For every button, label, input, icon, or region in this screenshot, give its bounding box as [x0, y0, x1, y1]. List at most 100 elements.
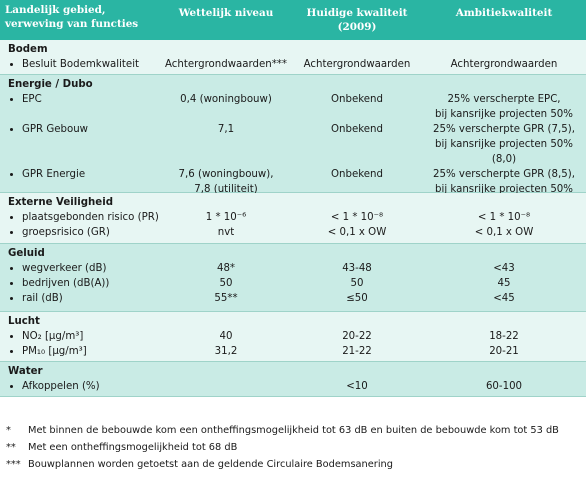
footnotes: * Met binnen de bebouwde kom een ontheffi…: [0, 422, 586, 473]
value-line: 0,4 (woningbouw): [180, 94, 272, 105]
section-divider: [0, 74, 586, 75]
legal-level-value: 40: [160, 329, 292, 344]
bullet-icon: [10, 282, 13, 285]
bullet-icon: [10, 128, 13, 131]
table-row: Besluit Bodemkwaliteit Achtergrondwaarden…: [0, 57, 586, 72]
current-quality-value: 43-48: [292, 261, 422, 276]
value-line: nvt: [217, 227, 235, 238]
row-label: rail (dB): [0, 291, 160, 306]
value-line: Onbekend: [331, 94, 383, 105]
bullet-icon: [10, 350, 13, 353]
section-divider: [0, 361, 586, 362]
value-line: <45: [493, 293, 515, 304]
section-title: Bodem: [8, 44, 48, 55]
legal-level-value: 7,1: [160, 122, 292, 167]
current-quality-value: 21-22: [292, 344, 422, 359]
value-line: 21-22: [342, 346, 372, 357]
row-label: PM₁₀ [µg/m³]: [0, 344, 160, 359]
value-line: Achtergrondwaarden***: [164, 59, 287, 70]
current-quality-value: Onbekend: [292, 92, 422, 122]
value-line: 25% verscherpte GPR (8,5),: [433, 169, 575, 180]
bullet-icon: [10, 216, 13, 219]
section-divider: [0, 243, 586, 244]
value-line: <43: [493, 263, 515, 274]
value-line: 48*: [216, 263, 236, 274]
value-line: Achtergrondwaarden: [303, 59, 411, 70]
footnote-mark: **: [6, 442, 16, 453]
row-label: GPR Energie: [0, 167, 160, 212]
row-label-text: NO₂ [µg/m³]: [22, 331, 84, 342]
footnote-mark: ***: [6, 459, 21, 470]
table-row: bedrijven (dB(A)) 50 50 45: [0, 276, 586, 291]
ambition-quality-value: 25% verscherpte EPC, bij kansrijke projec…: [422, 92, 586, 122]
section-water: Water Afkoppelen (%) <10 60-100: [0, 362, 586, 396]
ambition-quality-value: <45: [422, 291, 586, 306]
section-divider: [0, 396, 586, 397]
table-row: GPR Gebouw 7,1 Onbekend 25% verscherpte GPR…: [0, 122, 586, 167]
current-quality-value: 50: [292, 276, 422, 291]
section-externe-veiligheid: Externe Veiligheid plaatsgebonden risico …: [0, 193, 586, 243]
bullet-icon: [10, 297, 13, 300]
value-line: Onbekend: [331, 169, 383, 180]
legal-level-value: 48*: [160, 261, 292, 276]
row-label: wegverkeer (dB): [0, 261, 160, 276]
bullet-icon: [10, 335, 13, 338]
row-label-text: rail (dB): [22, 293, 63, 304]
current-quality-value: Onbekend: [292, 167, 422, 212]
table-row: plaatsgebonden risico (PR) 1 * 10⁻⁶ < 1 * …: [0, 210, 586, 225]
section-title: Energie / Dubo: [8, 79, 93, 90]
bullet-icon: [10, 63, 13, 66]
quality-table: Landelijk gebied, verweving van functies…: [0, 0, 586, 397]
row-label-text: EPC: [22, 94, 42, 105]
value-line: 25% verscherpte GPR (7,5),: [433, 124, 575, 135]
value-line: 50: [219, 278, 233, 289]
value-line: 43-48: [342, 263, 372, 274]
header-legal-level: Wettelijk niveau: [178, 7, 274, 19]
section-divider: [0, 311, 586, 312]
current-quality-value: Achtergrondwaarden: [292, 57, 422, 72]
row-label-text: GPR Energie: [22, 169, 86, 180]
row-label-text: groepsrisico (GR): [22, 227, 110, 238]
row-label: Besluit Bodemkwaliteit: [0, 57, 160, 72]
row-label: GPR Gebouw: [0, 122, 160, 167]
value-line: < 0,1 x OW: [474, 227, 534, 238]
current-quality-value: 20-22: [292, 329, 422, 344]
value-line: bij kansrijke projecten 50%: [435, 109, 573, 120]
table-row: groepsrisico (GR) nvt < 0,1 x OW < 0,1 x OW: [0, 225, 586, 240]
table-body: Bodem Besluit Bodemkwaliteit Achtergrondwa…: [0, 40, 586, 397]
ambition-quality-value: 25% verscherpte GPR (7,5), bij kansrijke …: [422, 122, 586, 167]
value-line: 7,1: [217, 124, 235, 135]
bullet-icon: [10, 267, 13, 270]
row-label-text: PM₁₀ [µg/m³]: [22, 346, 87, 357]
current-quality-value: < 0,1 x OW: [292, 225, 422, 240]
table-row: wegverkeer (dB) 48* 43-48 <43: [0, 261, 586, 276]
legal-level-value: 50: [160, 276, 292, 291]
legal-level-value: Achtergrondwaarden***: [160, 57, 292, 72]
section-title: Externe Veiligheid: [8, 197, 113, 208]
bullet-icon: [10, 385, 13, 388]
row-label-text: GPR Gebouw: [22, 124, 89, 135]
header-area-line1: Landelijk gebied,: [5, 4, 106, 16]
current-quality-value: ≤50: [292, 291, 422, 306]
table-row: PM₁₀ [µg/m³] 31,2 21-22 20-21: [0, 344, 586, 359]
footnote-text: Met binnen de bebouwde kom een ontheffin…: [28, 425, 559, 436]
ambition-quality-value: 60-100: [422, 379, 586, 394]
table-row: Afkoppelen (%) <10 60-100: [0, 379, 586, 394]
value-line: 55**: [214, 293, 238, 304]
ambition-quality-value: 45: [422, 276, 586, 291]
value-line: 20-22: [342, 331, 372, 342]
bullet-icon: [10, 173, 13, 176]
ambition-quality-value: < 1 * 10⁻⁸: [422, 210, 586, 225]
table-row: EPC 0,4 (woningbouw) Onbekend 25% verscherp…: [0, 92, 586, 122]
footnote-text: Met een ontheffingsmogelijkheid tot 68 d…: [28, 442, 238, 453]
row-label-text: plaatsgebonden risico (PR): [22, 212, 159, 223]
legal-level-value: 31,2: [160, 344, 292, 359]
legal-level-value: 1 * 10⁻⁶: [160, 210, 292, 225]
section-title: Lucht: [8, 316, 40, 327]
header-area-line2: verweving van functies: [5, 18, 139, 30]
ambition-quality-value: 18-22: [422, 329, 586, 344]
value-line: 40: [219, 331, 233, 342]
ambition-quality-value: Achtergrondwaarden: [422, 57, 586, 72]
row-label: NO₂ [µg/m³]: [0, 329, 160, 344]
legal-level-value: [160, 379, 292, 394]
